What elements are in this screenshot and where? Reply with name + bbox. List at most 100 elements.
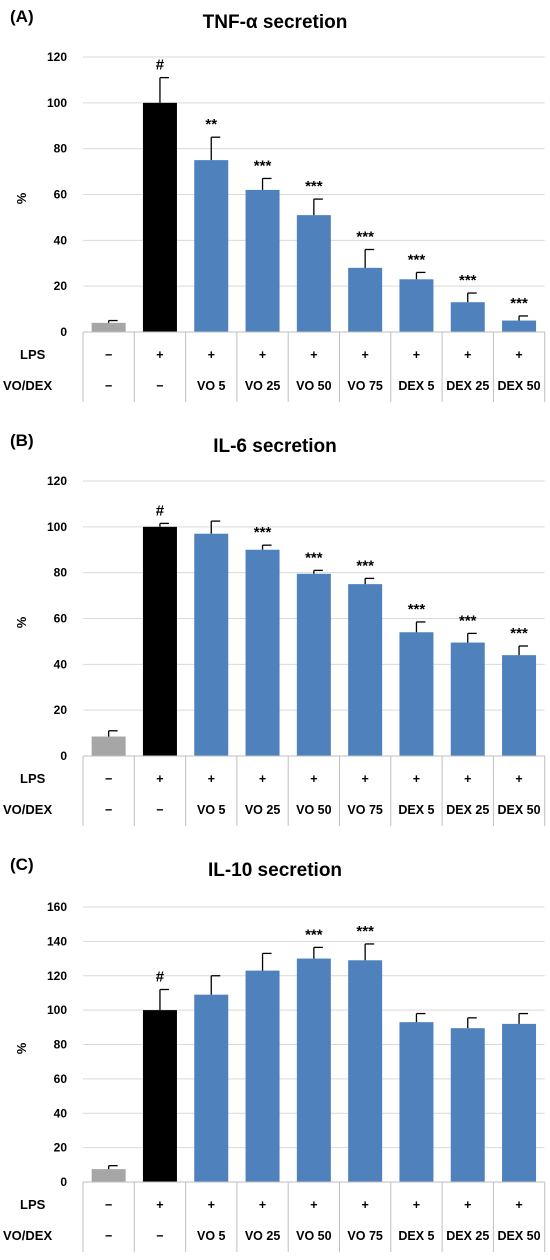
lps-cell: + [361,772,368,786]
significance-marker: *** [510,295,528,312]
y-tick-label: 120 [47,50,67,64]
lps-cell: + [515,1198,522,1212]
y-tick-label: 80 [54,142,68,156]
y-tick-label: 20 [54,279,68,293]
y-axis-label: % [14,192,29,204]
significance-marker: # [156,57,165,74]
bar [450,302,485,332]
lps-cell: − [105,348,112,362]
significance-marker: *** [408,251,426,268]
y-tick-label: 140 [47,934,67,948]
significance-marker: *** [459,612,477,629]
y-tick-label: 40 [54,657,68,671]
row-label-lps: LPS [20,771,46,786]
lps-cell: + [413,1198,420,1212]
lps-cell: + [310,772,317,786]
y-tick-label: 40 [54,1106,68,1120]
vodex-cell: − [156,1229,163,1243]
bar [245,549,280,756]
y-tick-label: 60 [54,188,68,202]
vodex-cell: DEX 5 [398,379,434,393]
bar [245,189,280,332]
vodex-cell: DEX 25 [446,379,489,393]
vodex-cell: DEX 25 [446,803,489,817]
bar [502,655,537,756]
bar [194,533,229,756]
bar [142,526,177,756]
bar [348,960,383,1182]
lps-cell: + [361,1198,368,1212]
bar [502,1023,537,1182]
chart-panel-2: (B) IL-6 secretion% 0 20 40 60 80 100 120 # *** ***… [3,431,546,826]
vodex-cell: − [156,803,163,817]
y-tick-label: 120 [47,969,67,983]
bar [142,102,177,332]
vodex-cell: VO 50 [296,1229,331,1243]
vodex-cell: VO 25 [245,803,280,817]
significance-marker: ** [205,116,217,133]
y-tick-label: 100 [47,1003,67,1017]
lps-cell: − [105,1198,112,1212]
bar [399,279,434,332]
significance-marker: *** [305,178,323,195]
lps-cell: + [259,772,266,786]
lps-cell: + [259,1198,266,1212]
significance-marker: *** [408,601,426,618]
y-tick-label: 160 [47,900,67,914]
significance-marker: # [156,502,165,519]
vodex-cell: VO 25 [245,1229,280,1243]
lps-cell: + [208,1198,215,1212]
lps-cell: + [413,348,420,362]
vodex-cell: DEX 5 [398,1229,434,1243]
significance-marker: *** [305,926,323,943]
row-label-lps: LPS [20,347,46,362]
lps-cell: + [208,772,215,786]
y-tick-label: 20 [54,1141,68,1155]
row-label-vodex: VO/DEX [3,802,52,817]
y-tick-label: 120 [47,474,67,488]
bar [348,584,383,756]
bar [399,632,434,756]
lps-cell: + [310,348,317,362]
bar [450,1028,485,1182]
chart-title: IL-6 secretion [213,436,337,457]
bar [296,573,331,756]
lps-cell: + [310,1198,317,1212]
y-tick-label: 0 [60,749,67,763]
chart-title: TNF-α secretion [203,12,348,33]
y-tick-label: 80 [54,566,68,580]
panel-label: (B) [10,431,34,450]
vodex-cell: DEX 5 [398,803,434,817]
significance-marker: *** [459,272,477,289]
lps-cell: + [464,772,471,786]
y-tick-label: 60 [54,1072,68,1086]
vodex-cell: − [105,1229,112,1243]
vodex-cell: VO 5 [197,1229,226,1243]
significance-marker: # [156,969,165,986]
vodex-cell: VO 5 [197,803,226,817]
vodex-cell: VO 5 [197,379,226,393]
vodex-cell: VO 50 [296,379,331,393]
significance-marker: *** [254,524,272,541]
row-label-lps: LPS [20,1197,46,1212]
lps-cell: + [361,348,368,362]
vodex-cell: DEX 50 [498,379,541,393]
significance-marker: *** [356,923,374,940]
vodex-cell: − [105,803,112,817]
bar [296,958,331,1182]
vodex-cell: DEX 50 [498,803,541,817]
significance-marker: *** [356,557,374,574]
y-axis-label: % [14,616,29,628]
lps-cell: − [105,772,112,786]
bar [450,642,485,756]
vodex-cell: VO 25 [245,379,280,393]
panel-label: (C) [10,855,34,874]
y-axis-label: % [14,1042,29,1054]
lps-cell: + [156,348,163,362]
row-label-vodex: VO/DEX [3,378,52,393]
bar [399,1022,434,1182]
vodex-cell: VO 75 [347,1229,382,1243]
lps-cell: + [464,348,471,362]
y-tick-label: 80 [54,1038,68,1052]
bar [194,160,229,332]
